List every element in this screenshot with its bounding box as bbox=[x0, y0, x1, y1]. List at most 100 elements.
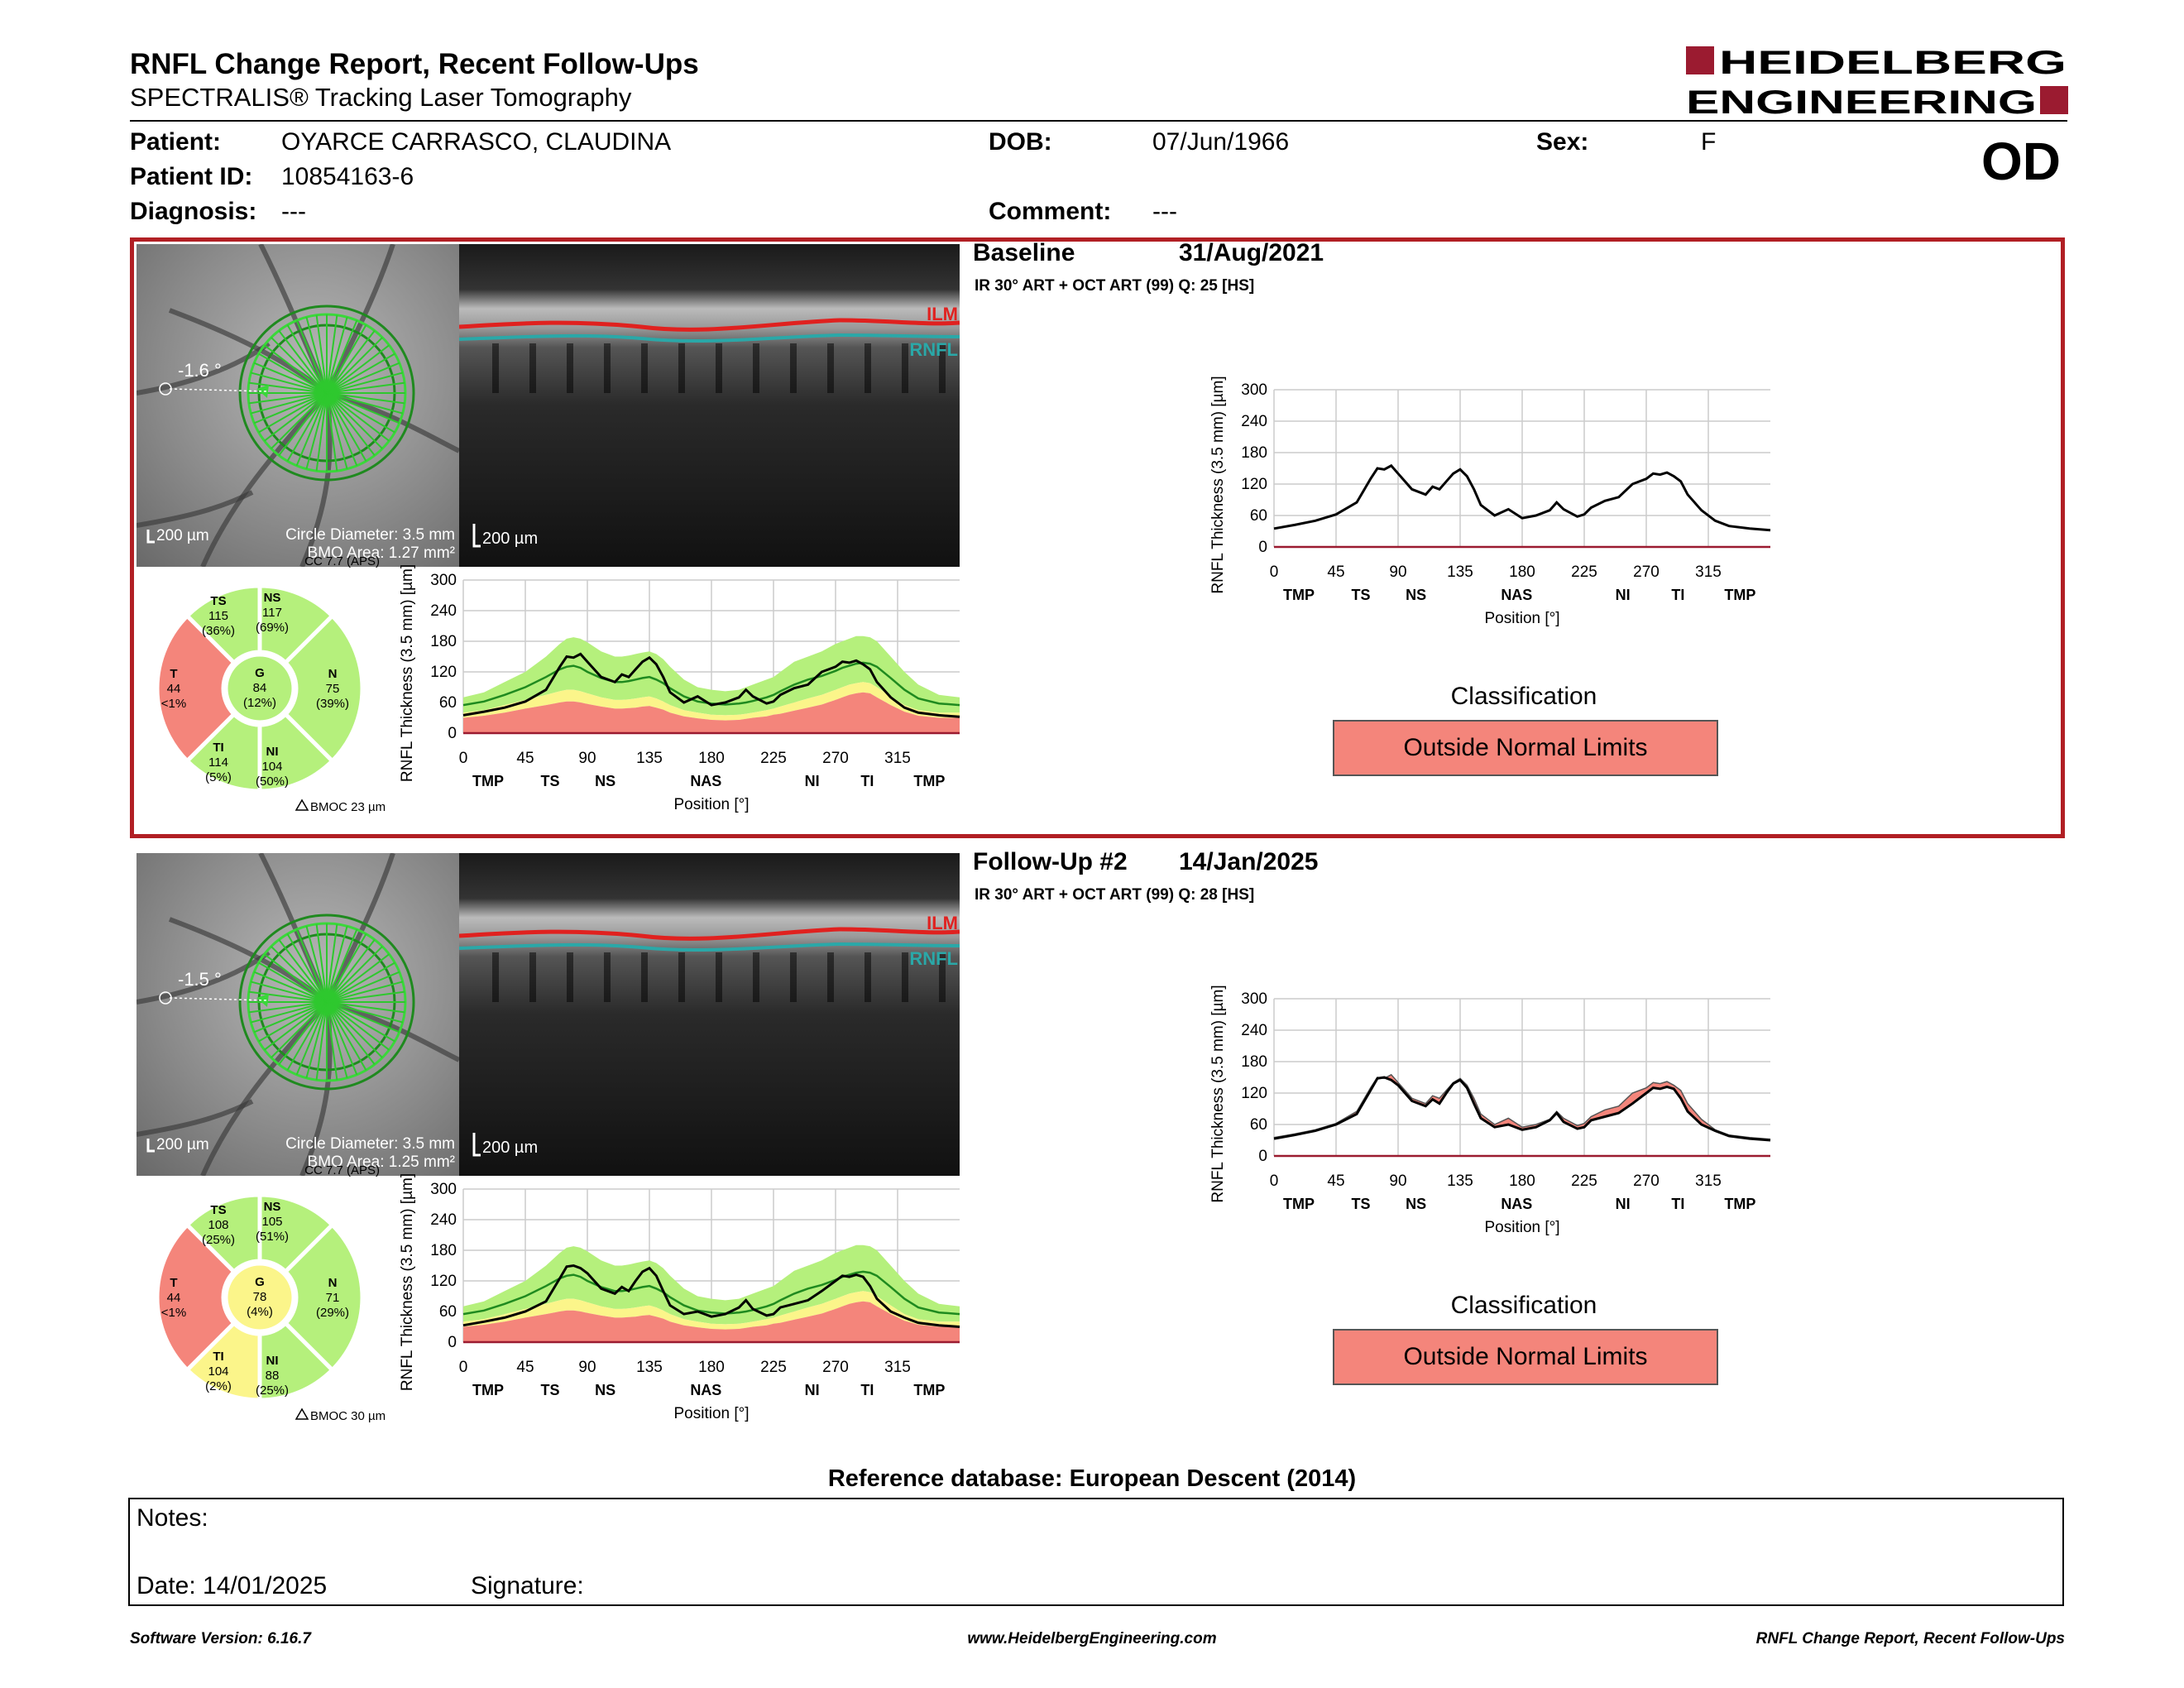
svg-text:108: 108 bbox=[208, 1218, 228, 1232]
sector-axis-label: TMP bbox=[1724, 587, 1755, 603]
x-tick-label: 45 bbox=[516, 1359, 534, 1376]
change-comparison-chart: 0 60 120 180 240 300 0 45 90 135 180 225 270 315 TMP TS… bbox=[1191, 376, 1787, 627]
y-axis-label: RNFL Thickness (3.5 mm) [µm] bbox=[399, 564, 416, 782]
sector-chart: TS 115 (36%) NS 117 (69%) T 44 <1% G 84 (12%) N 75 (39… bbox=[134, 554, 386, 817]
svg-text:(25%): (25%) bbox=[202, 1233, 235, 1247]
sector-axis-label: TMP bbox=[1283, 1196, 1315, 1212]
sector-ts bbox=[184, 1192, 262, 1275]
sector-label-n: N75(39%) bbox=[316, 667, 349, 711]
x-tick-label: 90 bbox=[578, 1359, 596, 1376]
ilm-label: ILM bbox=[927, 304, 958, 324]
y-tick-label: 60 bbox=[1250, 507, 1267, 525]
x-tick-label: 270 bbox=[822, 1359, 849, 1376]
x-tick-label: 135 bbox=[636, 1359, 663, 1376]
x-tick-label: 135 bbox=[1447, 563, 1473, 581]
bmo-area-label: BMO Area: 1.25 mm² bbox=[308, 1153, 455, 1171]
dob-label: DOB: bbox=[989, 128, 1052, 156]
sector-axis-label: TI bbox=[1671, 1196, 1684, 1212]
x-tick-label: 270 bbox=[1633, 563, 1660, 581]
thickness-profile-chart: 0 60 120 180 240 300 0 45 90 135 180 225 270 315 TMP TS… bbox=[385, 1173, 964, 1422]
footer-report-name: RNFL Change Report, Recent Follow-Ups bbox=[1755, 1630, 2065, 1647]
sector-g bbox=[223, 1261, 296, 1334]
report-title: RNFL Change Report, Recent Follow-Ups bbox=[130, 48, 699, 80]
x-tick-label: 90 bbox=[578, 750, 596, 767]
footer-website[interactable]: www.HeidelbergEngineering.com bbox=[967, 1630, 1217, 1647]
svg-text:<1%: <1% bbox=[161, 1306, 186, 1320]
sector-axis-label: TI bbox=[860, 1382, 874, 1398]
x-tick-label: 45 bbox=[1327, 563, 1344, 581]
x-tick-label: 315 bbox=[884, 1359, 911, 1376]
svg-text:88: 88 bbox=[266, 1369, 280, 1383]
y-tick-label: 180 bbox=[1241, 444, 1267, 462]
rnfl-profile-line bbox=[462, 1264, 960, 1328]
svg-text:(51%): (51%) bbox=[256, 1230, 289, 1244]
x-tick-label: 315 bbox=[1695, 1172, 1722, 1190]
svg-text:117: 117 bbox=[262, 606, 282, 620]
cc-label: CC 7.7 (APS) bbox=[304, 554, 380, 568]
sector-t bbox=[155, 612, 237, 765]
y-tick-label: 60 bbox=[439, 694, 457, 712]
outside-normal-band bbox=[463, 692, 960, 733]
y-tick-label: 120 bbox=[430, 1273, 457, 1290]
scan-title: Baseline bbox=[973, 239, 1075, 266]
scan-circle-overlay: -1.5 ° bbox=[159, 914, 415, 1091]
sector-label-t: T44<1% bbox=[161, 1276, 186, 1320]
rnfl-label: RNFL bbox=[909, 948, 958, 969]
y-tick-label: 60 bbox=[1250, 1116, 1267, 1134]
sector-ni bbox=[257, 711, 336, 794]
svg-text:TI: TI bbox=[213, 741, 223, 755]
svg-text:TS: TS bbox=[210, 1203, 226, 1217]
rnfl-profile-line bbox=[1273, 1076, 1771, 1142]
diagnosis-label: Diagnosis: bbox=[130, 198, 257, 225]
y-tick-label: 180 bbox=[430, 1242, 457, 1259]
sector-axis-label: TMP bbox=[913, 773, 945, 789]
within-normal-band bbox=[463, 1244, 960, 1325]
baseline-section bbox=[130, 237, 2065, 838]
sector-label-t: T44<1% bbox=[161, 667, 186, 711]
sector-axis-label: NI bbox=[805, 1382, 820, 1398]
y-tick-label: 60 bbox=[439, 1303, 457, 1321]
y-axis-label: RNFL Thickness (3.5 mm) [µm] bbox=[399, 1173, 416, 1391]
oct-bscan: ILM RNFL 200 µm bbox=[458, 244, 960, 567]
circle-diameter-label: Circle Diameter: 3.5 mm bbox=[285, 526, 455, 544]
sector-axis-label: NS bbox=[595, 773, 615, 789]
fundus-scale-label: 200 µm bbox=[156, 1136, 209, 1153]
x-tick-label: 180 bbox=[1509, 1172, 1535, 1190]
ilm-label: ILM bbox=[927, 913, 958, 933]
sector-t bbox=[155, 1221, 237, 1374]
svg-text:105: 105 bbox=[261, 1215, 282, 1229]
svg-text:N: N bbox=[328, 1276, 338, 1290]
date-label: Date: 14/01/2025 bbox=[136, 1572, 328, 1599]
sector-ni bbox=[257, 1320, 336, 1403]
x-tick-label: 180 bbox=[1509, 563, 1535, 581]
y-tick-label: 240 bbox=[430, 1211, 457, 1229]
signature-label: Signature: bbox=[471, 1572, 584, 1599]
sector-axis-label: TI bbox=[1671, 587, 1684, 603]
sector-axis-label: TS bbox=[540, 1382, 559, 1398]
y-tick-label: 0 bbox=[1258, 539, 1267, 556]
sex-value: F bbox=[1701, 128, 1717, 156]
patient-id-label: Patient ID: bbox=[130, 163, 253, 190]
svg-text:G: G bbox=[255, 666, 265, 680]
sector-label-g: G84(12%) bbox=[243, 666, 276, 710]
y-tick-label: 0 bbox=[448, 725, 457, 742]
svg-text:<1%: <1% bbox=[161, 697, 186, 711]
x-tick-label: 225 bbox=[760, 1359, 787, 1376]
x-tick-label: 225 bbox=[1571, 1172, 1597, 1190]
sector-chart: TS 108 (25%) NS 105 (51%) T 44 <1% G 78 (4%) N 71 (29%… bbox=[134, 1163, 386, 1426]
x-axis-label: Position [°] bbox=[1484, 610, 1559, 627]
sector-axis-label: NAS bbox=[690, 773, 721, 789]
y-tick-label: 180 bbox=[1241, 1053, 1267, 1071]
sector-axis-label: NI bbox=[805, 773, 820, 789]
classification-title: Classification bbox=[1450, 683, 1597, 710]
y-axis-label: RNFL Thickness (3.5 mm) [µm] bbox=[1209, 985, 1227, 1202]
y-tick-label: 120 bbox=[1241, 1085, 1267, 1102]
svg-text:(2%): (2%) bbox=[205, 1379, 232, 1393]
y-tick-label: 0 bbox=[448, 1334, 457, 1351]
svg-text:T: T bbox=[170, 667, 177, 681]
svg-text:NI: NI bbox=[266, 745, 279, 759]
x-tick-label: 270 bbox=[822, 750, 849, 767]
svg-text:84: 84 bbox=[253, 681, 267, 695]
notes-box[interactable]: Notes: Date: 14/01/2025 Signature: bbox=[128, 1498, 2064, 1606]
